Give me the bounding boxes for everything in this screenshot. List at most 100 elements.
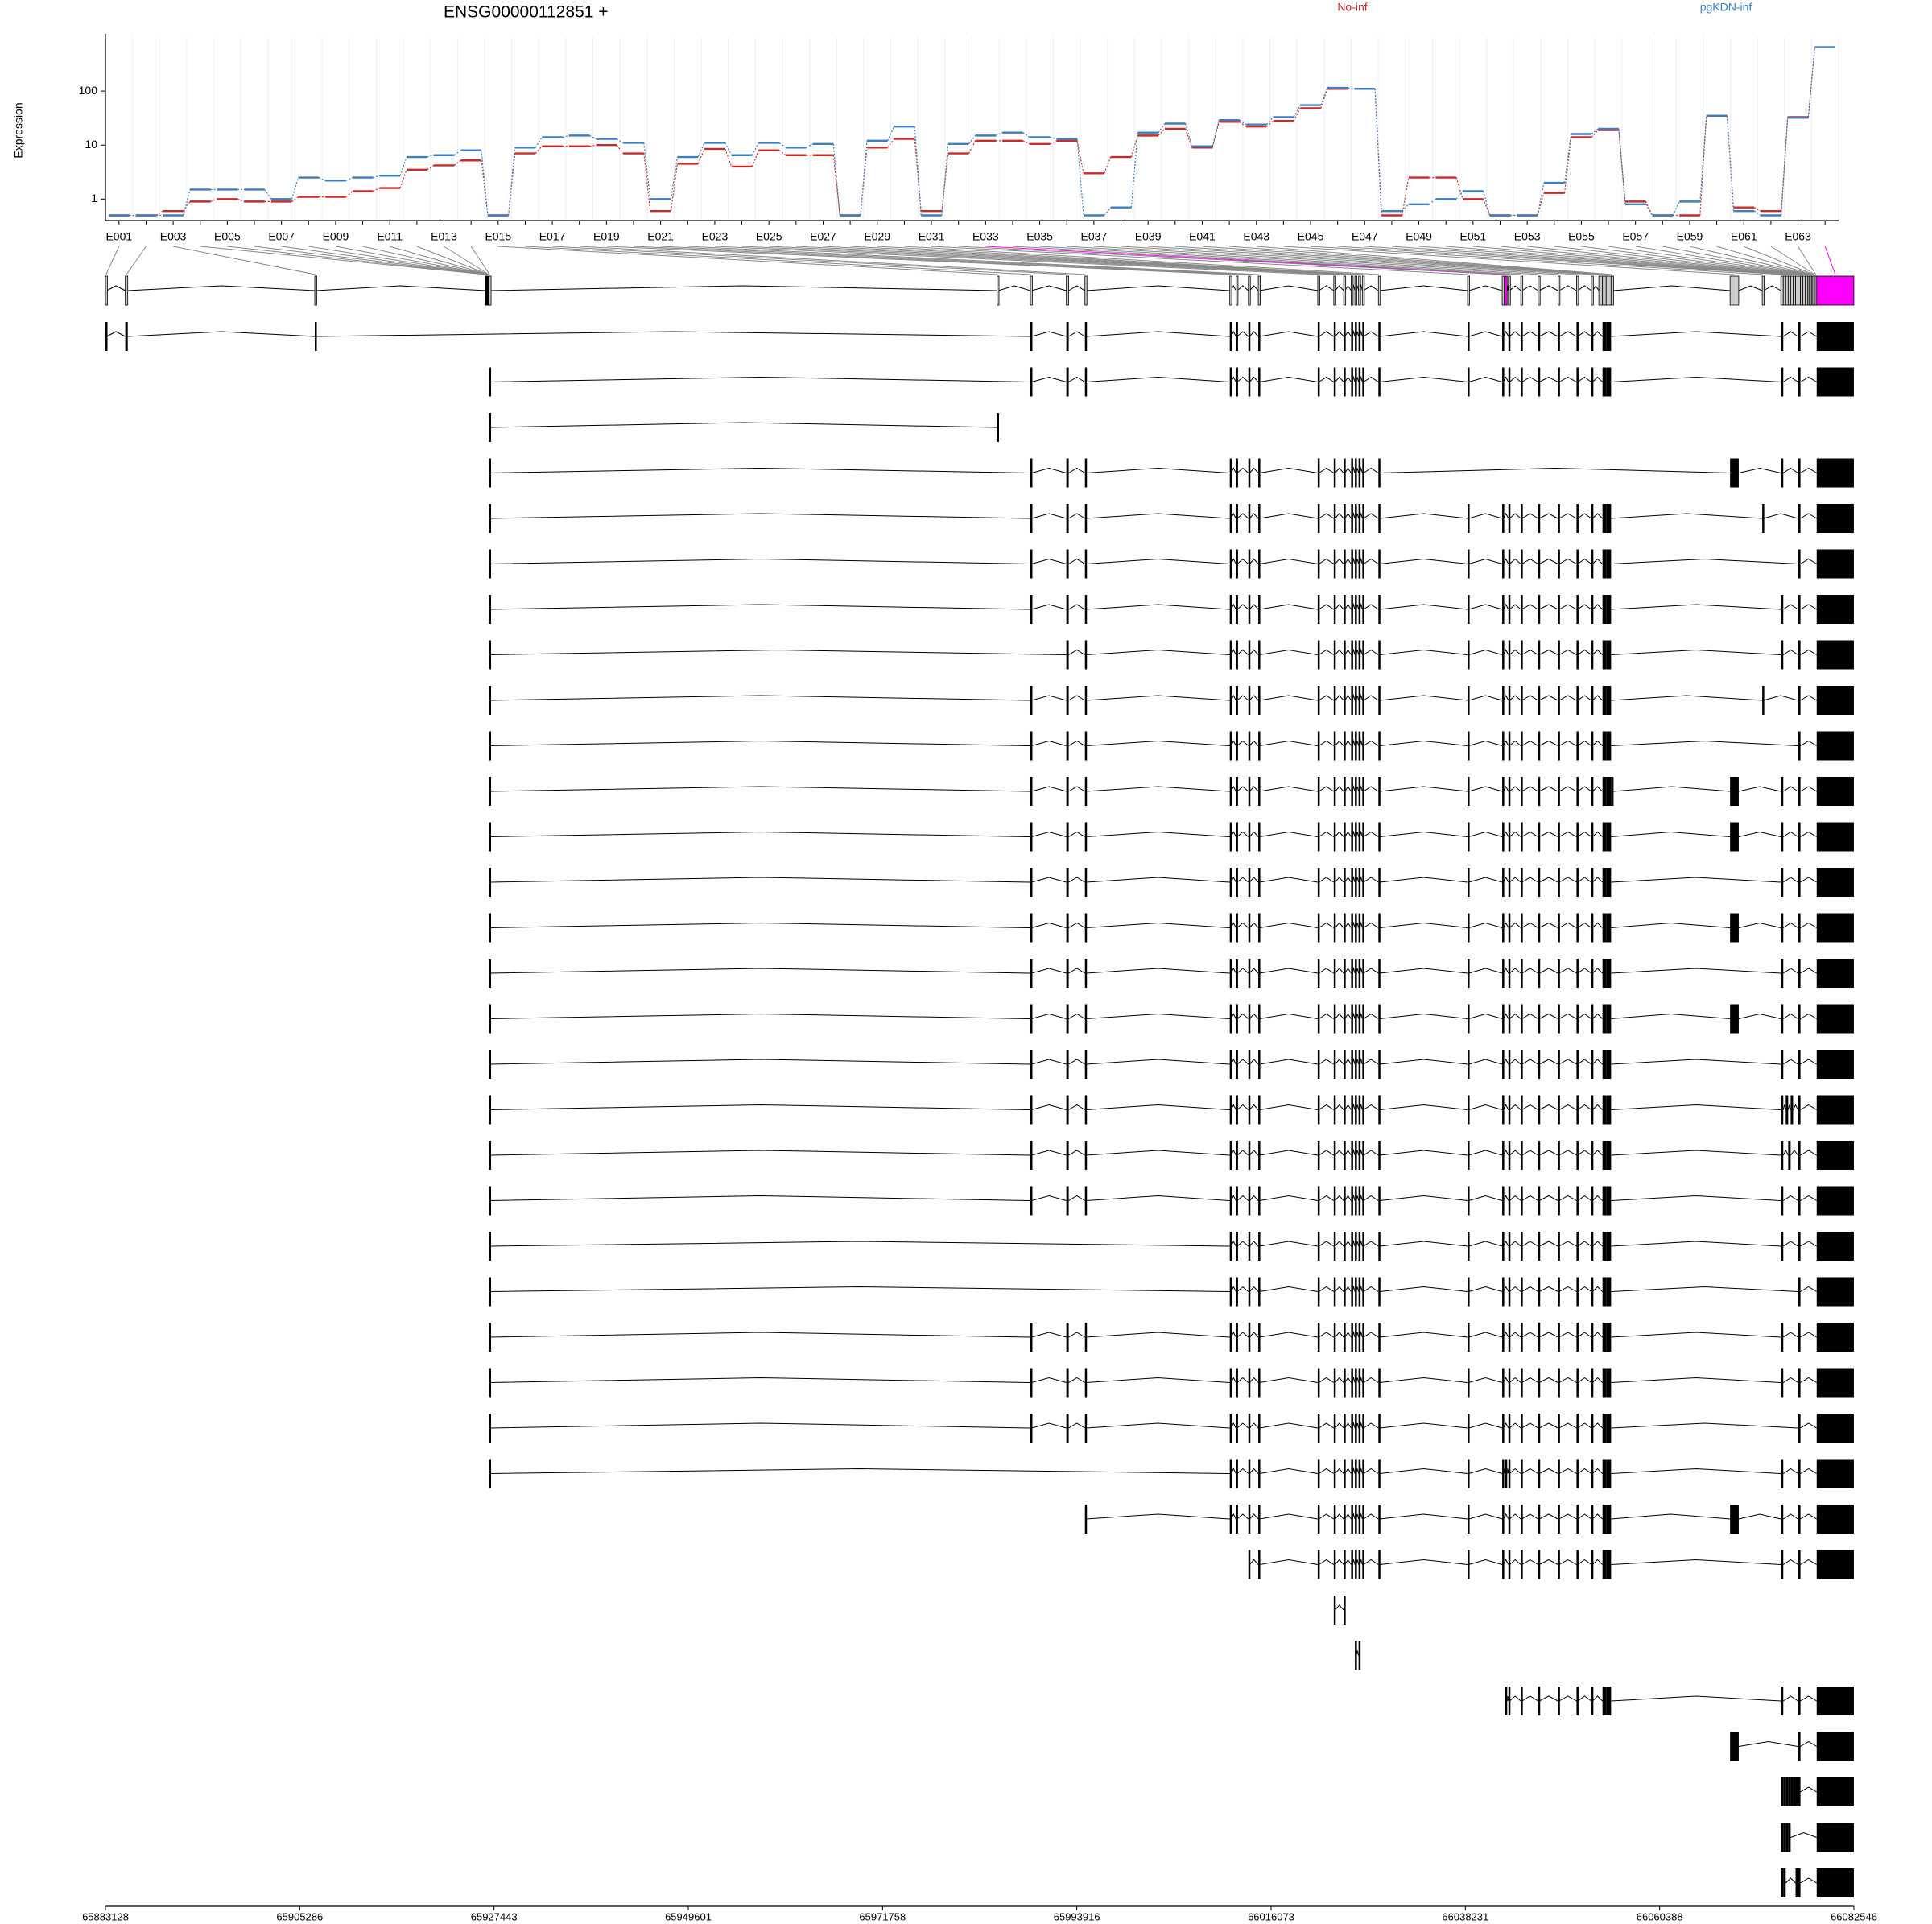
transcript-intron — [1509, 786, 1521, 792]
transcript-exon — [1591, 1050, 1594, 1079]
transcript-exon — [1602, 1232, 1607, 1261]
step-connector — [1293, 108, 1301, 122]
transcript-exon — [1602, 822, 1607, 852]
transcript-exon — [1781, 1232, 1784, 1261]
transcript-exon — [1468, 1141, 1470, 1170]
exon-link — [552, 246, 1068, 275]
x-tick-label: E041 — [1189, 230, 1216, 243]
transcript-exon — [1351, 640, 1353, 670]
step-connector — [1402, 204, 1410, 212]
transcript-intron — [1379, 1241, 1468, 1247]
transcript-intron — [1509, 1104, 1521, 1110]
x-tick-label: E031 — [919, 230, 945, 243]
transcript-exon — [1798, 822, 1801, 852]
transcript-exon — [1355, 686, 1357, 715]
transcript-exon — [1333, 367, 1336, 397]
transcript-exon — [1781, 822, 1784, 852]
transcript-exon — [1468, 913, 1470, 943]
transcript-exon — [1317, 1186, 1320, 1216]
transcript-exon — [1248, 686, 1251, 715]
transcript-exon — [1378, 1459, 1381, 1488]
gene-exon — [1793, 275, 1796, 306]
transcript-intron — [1230, 694, 1236, 701]
transcript-intron — [1344, 1377, 1352, 1383]
transcript-intron — [1086, 1332, 1230, 1338]
transcript-exon — [1358, 458, 1361, 488]
transcript-intron — [1611, 922, 1731, 928]
transcript-exon — [1317, 1141, 1320, 1170]
transcript-exon — [1468, 1459, 1470, 1488]
transcript-exon — [1229, 1141, 1232, 1170]
transcript-exon — [1816, 1141, 1854, 1170]
step-connector — [155, 210, 163, 216]
transcript-intron — [1592, 1195, 1604, 1201]
transcript-intron — [1468, 1559, 1503, 1565]
transcript-intron — [1379, 968, 1468, 974]
transcript-exon — [1790, 1095, 1794, 1125]
transcript-exon — [1258, 822, 1261, 852]
transcript-intron — [1319, 558, 1335, 564]
gene-exon — [1610, 275, 1614, 306]
transcript-exon — [1248, 322, 1251, 351]
x-tick-label: E061 — [1731, 230, 1757, 243]
transcript-exon — [1781, 1459, 1784, 1488]
transcript-exon — [1576, 913, 1579, 943]
transcript-intron — [1319, 1332, 1335, 1338]
gene-exon — [1602, 275, 1607, 306]
genome-tick-label: 66016073 — [1248, 1910, 1294, 1922]
transcript-exon — [1362, 868, 1364, 897]
gene-exon — [1780, 275, 1784, 306]
transcript-exon — [1521, 640, 1523, 670]
transcript-intron — [1503, 1331, 1509, 1338]
transcript-intron — [1031, 1332, 1067, 1338]
transcript-exon — [1229, 1323, 1232, 1352]
transcript-exon — [1317, 640, 1320, 670]
transcript-intron — [1509, 649, 1521, 655]
transcript-exon — [1798, 913, 1801, 943]
transcript-exon — [1378, 913, 1381, 943]
transcript-intron — [1319, 831, 1335, 837]
transcript-exon — [1798, 640, 1801, 670]
transcript-exon — [1798, 1368, 1801, 1398]
transcript-exon — [1502, 686, 1505, 715]
transcript-intron — [1334, 1332, 1344, 1338]
transcript-intron — [1249, 1150, 1259, 1156]
transcript-intron — [1503, 1513, 1509, 1520]
gene-exon — [1361, 275, 1365, 306]
transcript-intron — [1800, 1377, 1818, 1383]
transcript-exon — [1502, 1414, 1505, 1443]
transcript-intron — [1782, 1013, 1798, 1019]
step-connector — [1239, 119, 1247, 126]
transcript-exon — [1378, 1550, 1381, 1579]
transcript-exon — [1084, 822, 1088, 852]
transcript-intron — [1521, 968, 1538, 974]
transcript-exon — [1378, 640, 1381, 670]
transcript-intron — [1468, 831, 1503, 837]
transcript-exon — [1781, 595, 1784, 624]
transcript-exon — [1558, 913, 1560, 943]
transcript-exon — [1816, 1687, 1854, 1715]
transcript-exon — [1502, 367, 1505, 397]
transcript-intron — [1468, 376, 1503, 382]
transcript-exon — [1602, 1323, 1607, 1352]
transcript-exon — [1317, 731, 1320, 761]
transcript-intron — [1363, 1422, 1379, 1429]
transcript-exon — [1351, 959, 1353, 988]
transcript-intron — [1468, 1377, 1503, 1383]
transcript-exon — [1502, 595, 1505, 624]
transcript-exon — [1248, 1232, 1251, 1261]
transcript-exon — [1030, 458, 1033, 488]
transcript-intron — [1031, 558, 1067, 564]
transcript-intron — [1509, 695, 1521, 701]
transcript-intron — [1800, 1150, 1818, 1156]
transcript-exon — [1378, 1141, 1381, 1170]
transcript-exon — [1558, 549, 1560, 579]
gene-exon — [1729, 275, 1740, 306]
gene-exon — [1358, 275, 1361, 306]
gene-exon — [1333, 275, 1336, 306]
transcript-exon — [1351, 458, 1353, 488]
transcript-exon — [1066, 822, 1069, 852]
transcript-exon — [1468, 595, 1470, 624]
transcript-exon — [1591, 1459, 1594, 1488]
step-connector — [670, 163, 679, 212]
